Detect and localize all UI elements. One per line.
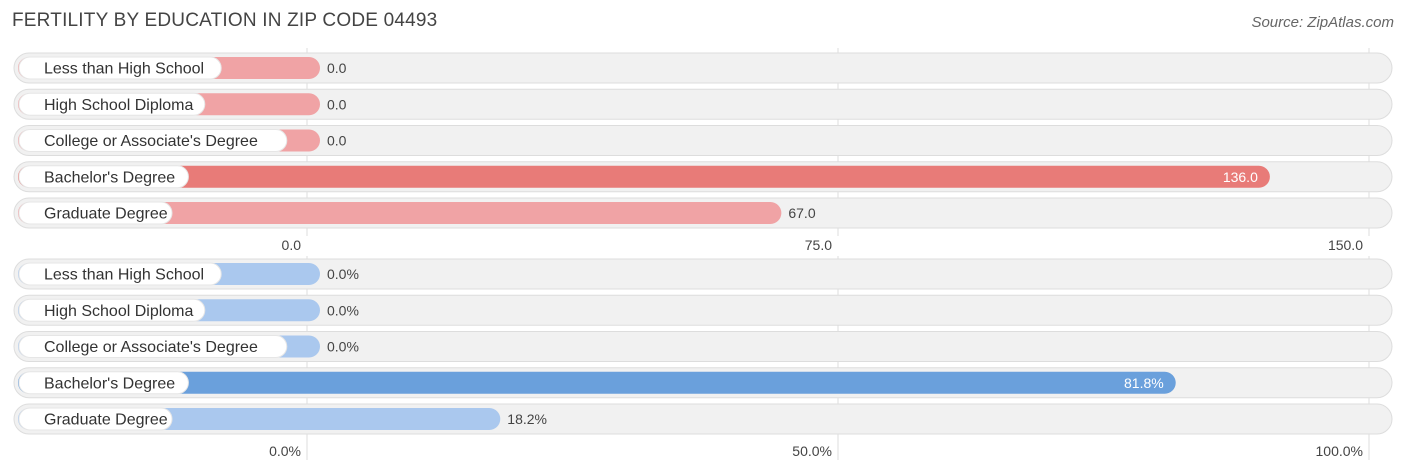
category-label-pill	[18, 92, 206, 116]
value-label: 0.0%	[327, 266, 359, 282]
category-label-pill	[18, 129, 288, 152]
tick-label: 75.0	[805, 237, 832, 253]
category-label-pill	[18, 371, 189, 395]
tick-label: 50.0%	[792, 443, 832, 459]
category-label: High School Diploma	[44, 303, 194, 320]
bar	[18, 165, 1270, 188]
category-label-pill	[18, 298, 206, 322]
category-label: Graduate Degree	[44, 206, 168, 223]
bar	[18, 371, 1176, 394]
value-label: 136.0	[1223, 169, 1258, 185]
row-background	[13, 52, 1393, 84]
value-label: 0.0	[327, 60, 347, 76]
category-label-pill	[18, 201, 173, 225]
tick-label: 150.0	[1328, 237, 1363, 253]
row-background	[13, 258, 1393, 290]
tick-label: 0.0	[282, 237, 302, 253]
category-label-pill	[18, 56, 222, 80]
row-background	[13, 88, 1393, 120]
category-label-pill	[18, 262, 222, 286]
category-label: Bachelor's Degree	[44, 169, 175, 186]
category-label: Bachelor's Degree	[44, 375, 175, 392]
value-label: 0.0%	[327, 339, 359, 355]
chart-title: FERTILITY BY EDUCATION IN ZIP CODE 04493	[12, 10, 438, 31]
value-label: 81.8%	[1124, 375, 1164, 391]
value-label: 0.0	[327, 133, 347, 149]
value-label: 18.2%	[507, 411, 547, 427]
category-label: College or Associate's Degree	[44, 339, 258, 356]
category-label-pill	[18, 407, 173, 431]
value-label: 0.0	[327, 96, 347, 112]
bar	[18, 202, 782, 224]
row-background	[13, 294, 1393, 326]
category-label: Less than High School	[44, 61, 204, 78]
source-label: Source: ZipAtlas.com	[1251, 14, 1394, 31]
category-label-pill	[18, 335, 288, 358]
tick-label: 0.0%	[269, 443, 301, 459]
category-label-pill	[18, 165, 189, 189]
category-label: College or Associate's Degree	[44, 133, 258, 150]
value-label: 0.0%	[327, 302, 359, 318]
category-label: High School Diploma	[44, 97, 194, 114]
category-label: Graduate Degree	[44, 412, 168, 429]
row-background	[13, 331, 1393, 362]
row-background	[13, 125, 1393, 156]
category-label: Less than High School	[44, 267, 204, 284]
tick-label: 100.0%	[1316, 443, 1363, 459]
value-label: 67.0	[788, 205, 815, 221]
